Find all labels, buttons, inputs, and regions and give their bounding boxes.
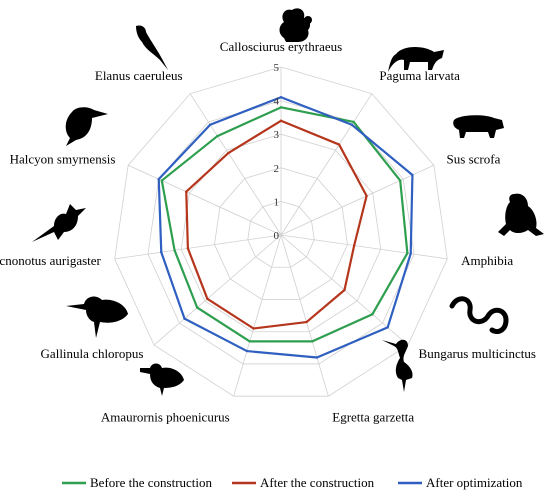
category-label: Callosciurus erythraeus bbox=[220, 39, 342, 54]
series-1-point bbox=[398, 179, 402, 182]
grid-ring-5 bbox=[114, 66, 448, 397]
series-2-point bbox=[279, 119, 283, 122]
grid-ring-1 bbox=[247, 200, 315, 268]
series-1-point bbox=[160, 179, 164, 182]
grid-spoke bbox=[280, 234, 448, 260]
moorhen-icon bbox=[66, 296, 128, 338]
boar-icon bbox=[453, 115, 504, 138]
category-label: Paguma larvata bbox=[379, 68, 460, 83]
series-2-point bbox=[337, 143, 341, 146]
frog-icon bbox=[498, 193, 544, 236]
category-labels: Callosciurus erythraeus Paguma larvata Sus… bbox=[0, 39, 536, 425]
legend: Before the construction After the constru… bbox=[62, 475, 523, 490]
series-1-point bbox=[196, 306, 199, 309]
series-1-point bbox=[371, 313, 374, 316]
animal-icons bbox=[32, 8, 544, 396]
category-label: Sus scrofa bbox=[447, 151, 501, 166]
category-label: Amaurornis phoenicurus bbox=[101, 410, 230, 425]
kingfisher-icon bbox=[65, 107, 108, 146]
grid-spoke bbox=[280, 164, 434, 236]
series-3-point bbox=[208, 123, 212, 126]
series-3-point bbox=[411, 173, 414, 177]
civet-icon bbox=[388, 47, 444, 72]
series-line-2 bbox=[185, 119, 368, 330]
grid-spoke bbox=[114, 234, 282, 260]
rail-icon bbox=[140, 363, 184, 396]
grid-spoke bbox=[280, 234, 329, 397]
series-line-1 bbox=[160, 106, 409, 343]
series-3-point bbox=[160, 251, 163, 254]
legend-label: Before the construction bbox=[90, 475, 213, 490]
category-label: Bungarus multicinctus bbox=[419, 346, 536, 361]
series-1-point bbox=[352, 120, 355, 124]
series-1-point bbox=[311, 340, 314, 343]
series-3-point bbox=[315, 356, 319, 359]
radial-tick-label: 5 bbox=[274, 62, 280, 74]
egret-icon bbox=[382, 339, 413, 392]
grid-ring-2 bbox=[214, 167, 348, 300]
radial-tick-label: 2 bbox=[274, 163, 280, 175]
grid-spoke bbox=[233, 234, 282, 397]
radial-ticks: 0 1 2 3 4 5 bbox=[274, 62, 280, 242]
grid-spoke bbox=[153, 234, 282, 346]
series-2-point bbox=[186, 247, 190, 250]
category-label: Gallinula chloropus bbox=[41, 346, 144, 361]
grid-ring-3 bbox=[180, 133, 382, 333]
series-2-point bbox=[206, 297, 209, 301]
legend-label: After optimization bbox=[426, 475, 523, 490]
legend-label: After the construction bbox=[260, 475, 375, 490]
series-3-point bbox=[279, 96, 283, 99]
series-3-point bbox=[386, 326, 389, 329]
category-label: Halcyon smyrnensis bbox=[10, 151, 116, 166]
series-1-point bbox=[173, 249, 176, 252]
series-1-point bbox=[279, 106, 283, 109]
radar-grid bbox=[114, 66, 448, 397]
series-2-point bbox=[352, 244, 356, 247]
category-label: Egretta garzetta bbox=[332, 410, 414, 425]
series-3-point bbox=[350, 123, 354, 126]
series-1-point bbox=[248, 340, 251, 343]
series-3-point bbox=[157, 177, 160, 181]
radial-tick-label: 3 bbox=[274, 129, 280, 141]
series-2-point bbox=[365, 194, 368, 198]
series-2-point bbox=[227, 151, 230, 155]
grid-spoke bbox=[128, 164, 282, 236]
series-2-point bbox=[343, 288, 346, 292]
squirrel-icon bbox=[279, 8, 312, 43]
grid-spoke bbox=[280, 93, 373, 236]
radar-series bbox=[157, 96, 414, 359]
series-3-point bbox=[183, 317, 186, 320]
series-2-point bbox=[185, 190, 188, 193]
series-line-3 bbox=[157, 96, 414, 359]
bulbul-icon bbox=[32, 204, 86, 242]
series-1-point bbox=[216, 134, 219, 138]
series-3-point bbox=[245, 349, 249, 353]
category-label: Amphibia bbox=[461, 253, 513, 268]
radial-tick-label: 0 bbox=[274, 230, 280, 242]
series-2-point bbox=[305, 320, 308, 324]
series-3-point bbox=[409, 252, 412, 255]
series-1-point bbox=[406, 251, 409, 255]
category-label: Pycnonotus aurigaster bbox=[0, 253, 102, 268]
series-2-point bbox=[252, 327, 255, 330]
radial-tick-label: 4 bbox=[274, 96, 280, 108]
grid-spoke bbox=[189, 93, 282, 236]
radial-tick-label: 1 bbox=[274, 196, 280, 208]
snake-icon bbox=[449, 296, 509, 335]
category-label: Elanus caeruleus bbox=[95, 68, 183, 83]
kite-icon bbox=[136, 25, 168, 71]
